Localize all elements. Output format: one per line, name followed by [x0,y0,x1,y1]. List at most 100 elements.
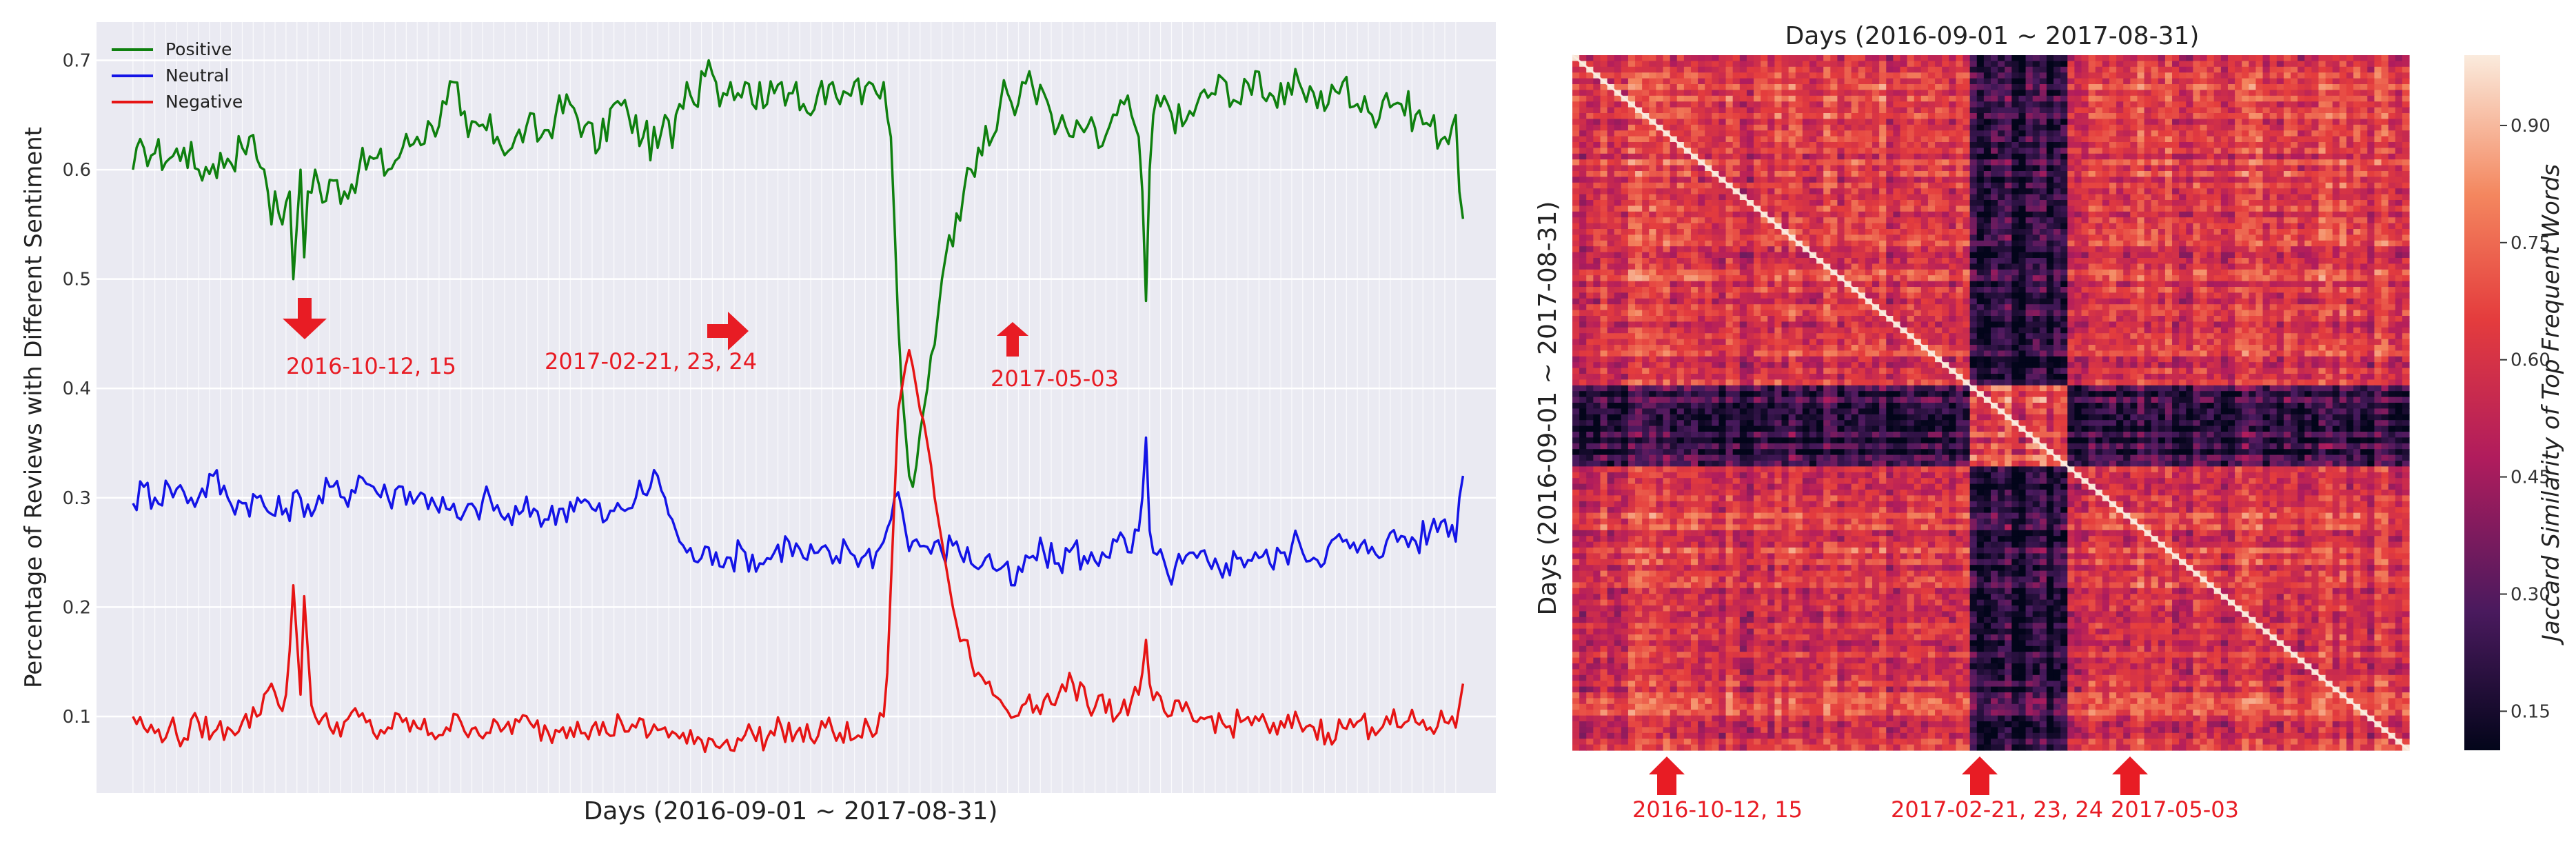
heatmap-cell [1628,263,1636,270]
heatmap-cell [2102,188,2110,194]
heatmap-cell [2130,229,2138,235]
heatmap-cell [1733,171,1741,177]
heatmap-cell [1830,206,1838,212]
heatmap-cell [1600,84,1608,90]
heatmap-cell [1914,263,1922,270]
heatmap-cell [1767,108,1775,114]
heatmap-cell [2389,55,2396,61]
heatmap-cell [1823,166,1831,172]
heatmap-cell [2067,142,2075,148]
heatmap-cell [1767,258,1775,264]
heatmap-cell [1872,79,1880,85]
heatmap-cell [1733,223,1741,230]
heatmap-cell [2082,270,2089,276]
heatmap-cell [1837,252,1845,259]
heatmap-cell [1718,258,1726,264]
heatmap-cell [1628,217,1636,223]
heatmap-cell [1984,154,1991,160]
heatmap-cell [1628,166,1636,172]
heatmap-cell [1761,130,1768,137]
heatmap-cell [1977,241,1985,247]
heatmap-cell [2340,217,2347,223]
heatmap-cell [2033,275,2040,281]
heatmap-cell [1698,252,1705,259]
heatmap-cell [2255,137,2263,143]
heatmap-cell [2263,270,2271,276]
heatmap-cell [1858,206,1866,212]
heatmap-cell [2242,79,2249,85]
heatmap-cell [1670,90,1678,96]
heatmap-cell [2382,183,2389,189]
heatmap-cell [2151,137,2159,143]
heatmap-cell [2333,166,2340,172]
heatmap-cell [1649,206,1656,212]
heatmap-cell [2326,171,2333,177]
heatmap-cell [1628,200,1636,206]
heatmap-cell [1698,61,1705,67]
heatmap-cell [2165,113,2173,119]
heatmap-cell [1579,281,1587,288]
heatmap-cell [2011,67,2019,73]
heatmap-cell [2193,223,2200,230]
heatmap-cell [1865,84,1873,90]
heatmap-cell [2067,101,2075,108]
heatmap-cell [2047,72,2054,79]
heatmap-cell [1816,130,1824,137]
heatmap-cell [1572,281,1580,288]
heatmap-cell [2123,270,2131,276]
heatmap-cell [2060,79,2068,85]
heatmap-cell [1942,177,1949,183]
heatmap-cell [2144,200,2152,206]
heatmap-cell [2235,206,2242,212]
heatmap-cell [2053,275,2061,281]
heatmap-cell [2255,194,2263,201]
heatmap-cell [1656,96,1663,102]
heatmap-cell [2298,125,2305,131]
heatmap-cell [2367,177,2375,183]
heatmap-cell [1893,166,1900,172]
heatmap-cell [2200,183,2208,189]
heatmap-cell [1837,188,1845,194]
heatmap-cell [2382,96,2389,102]
heatmap-cell [1593,241,1601,247]
heatmap-cell [2040,125,2047,131]
heatmap-cell [2221,142,2229,148]
heatmap-cell [2389,84,2396,90]
heatmap-cell [2116,108,2124,114]
heatmap-cell [1970,142,1978,148]
heatmap-cell [1754,166,1761,172]
heatmap-cell [2109,234,2117,241]
heatmap-cell [2172,55,2180,61]
heatmap-cell [2060,96,2068,102]
heatmap-cell [2200,166,2208,172]
heatmap-cell [2193,84,2200,90]
heatmap-cell [2340,79,2347,85]
heatmap-cell [1663,223,1671,230]
heatmap-cell [2123,177,2131,183]
heatmap-cell [1852,90,1859,96]
heatmap-cell [1998,241,2005,247]
heatmap-cell [2102,194,2110,201]
heatmap-cell [1907,200,1915,206]
heatmap-cell [2382,84,2389,90]
heatmap-cell [1823,79,1831,85]
heatmap-cell [1879,183,1887,189]
heatmap-cell [2221,206,2229,212]
heatmap-cell [1621,125,1629,131]
heatmap-cell [2221,183,2229,189]
heatmap-cell [2340,142,2347,148]
heatmap-cell [1852,166,1859,172]
heatmap-cell [2089,84,2096,90]
heatmap-cell [2214,166,2222,172]
heatmap-cell [2221,252,2229,259]
heatmap-cell [1984,148,1991,154]
heatmap-cell [1852,96,1859,102]
heatmap-cell [1823,55,1831,61]
heatmap-cell [2074,194,2082,201]
heatmap-cell [1928,246,1936,252]
heatmap-cell [1774,72,1782,79]
heatmap-cell [1733,212,1741,218]
heatmap-cell [2200,194,2208,201]
heatmap-cell [1823,108,1831,114]
heatmap-cell [2298,223,2305,230]
